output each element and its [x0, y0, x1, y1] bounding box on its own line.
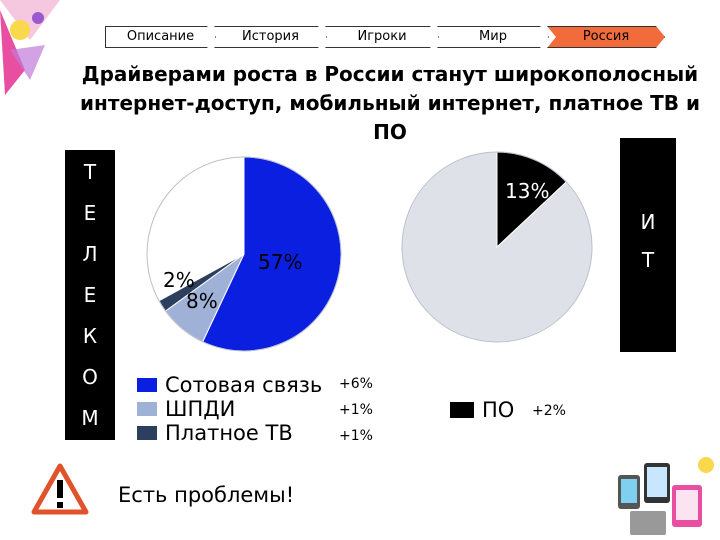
- telecom-letter: М: [81, 406, 99, 430]
- slice-label-software: 13%: [505, 179, 550, 203]
- legend-change-paytv: +1%: [339, 428, 373, 444]
- slice-label-paytv: 2%: [163, 268, 195, 292]
- tab-istoriya[interactable]: История: [214, 26, 327, 48]
- legend-item-mobile: Сотовая связь: [137, 373, 322, 397]
- warning-icon: [31, 463, 89, 515]
- legend-change-broadband: +1%: [339, 402, 373, 418]
- telecom-letter: Е: [83, 201, 97, 225]
- legend-label: Платное ТВ: [165, 421, 293, 445]
- slice-label-broadband: 8%: [186, 289, 218, 313]
- slice-label-mobile: 57%: [258, 250, 303, 274]
- legend-item-broadband: ШПДИ: [137, 397, 235, 421]
- legend-swatch: [137, 402, 157, 416]
- telecom-letter: Л: [82, 242, 98, 266]
- it-pie: [401, 151, 593, 343]
- section-nav: Описание История Игроки Мир Россия: [105, 26, 675, 48]
- corner-decoration: [0, 0, 60, 95]
- warning-text: Есть проблемы!: [118, 483, 295, 507]
- telecom-letter: Т: [83, 160, 97, 184]
- it-letter: Т: [641, 248, 655, 272]
- pie-outline: [401, 151, 593, 343]
- devices-illustration: [618, 457, 714, 535]
- legend-item-paytv: Платное ТВ: [137, 421, 293, 445]
- legend-label: ПО: [482, 398, 515, 422]
- tab-rossiya[interactable]: Россия: [547, 26, 665, 48]
- it-letter: И: [640, 210, 656, 234]
- tab-opisanie[interactable]: Описание: [105, 26, 216, 48]
- legend-change-software: +2%: [532, 403, 566, 419]
- tab-igroki[interactable]: Игроки: [325, 26, 439, 48]
- telecom-letter: Е: [83, 283, 97, 307]
- slide-title: Драйверами роста в России станут широкоп…: [80, 62, 700, 144]
- legend-label: Сотовая связь: [165, 373, 323, 397]
- telecom-letter: К: [82, 324, 98, 348]
- it-bar: И Т: [620, 138, 676, 352]
- legend-swatch: [137, 378, 157, 392]
- legend-label: ШПДИ: [165, 397, 236, 421]
- legend-change-mobile: +6%: [339, 376, 373, 392]
- pie-outline: [146, 156, 342, 352]
- telecom-letter: О: [82, 365, 98, 389]
- telecom-bar: Т Е Л Е К О М: [65, 150, 115, 440]
- telecom-pie: [146, 156, 342, 352]
- legend-item-software: ПО: [450, 398, 514, 422]
- tab-mir[interactable]: Мир: [437, 26, 549, 48]
- legend-swatch: [137, 426, 157, 440]
- legend-swatch: [450, 402, 474, 418]
